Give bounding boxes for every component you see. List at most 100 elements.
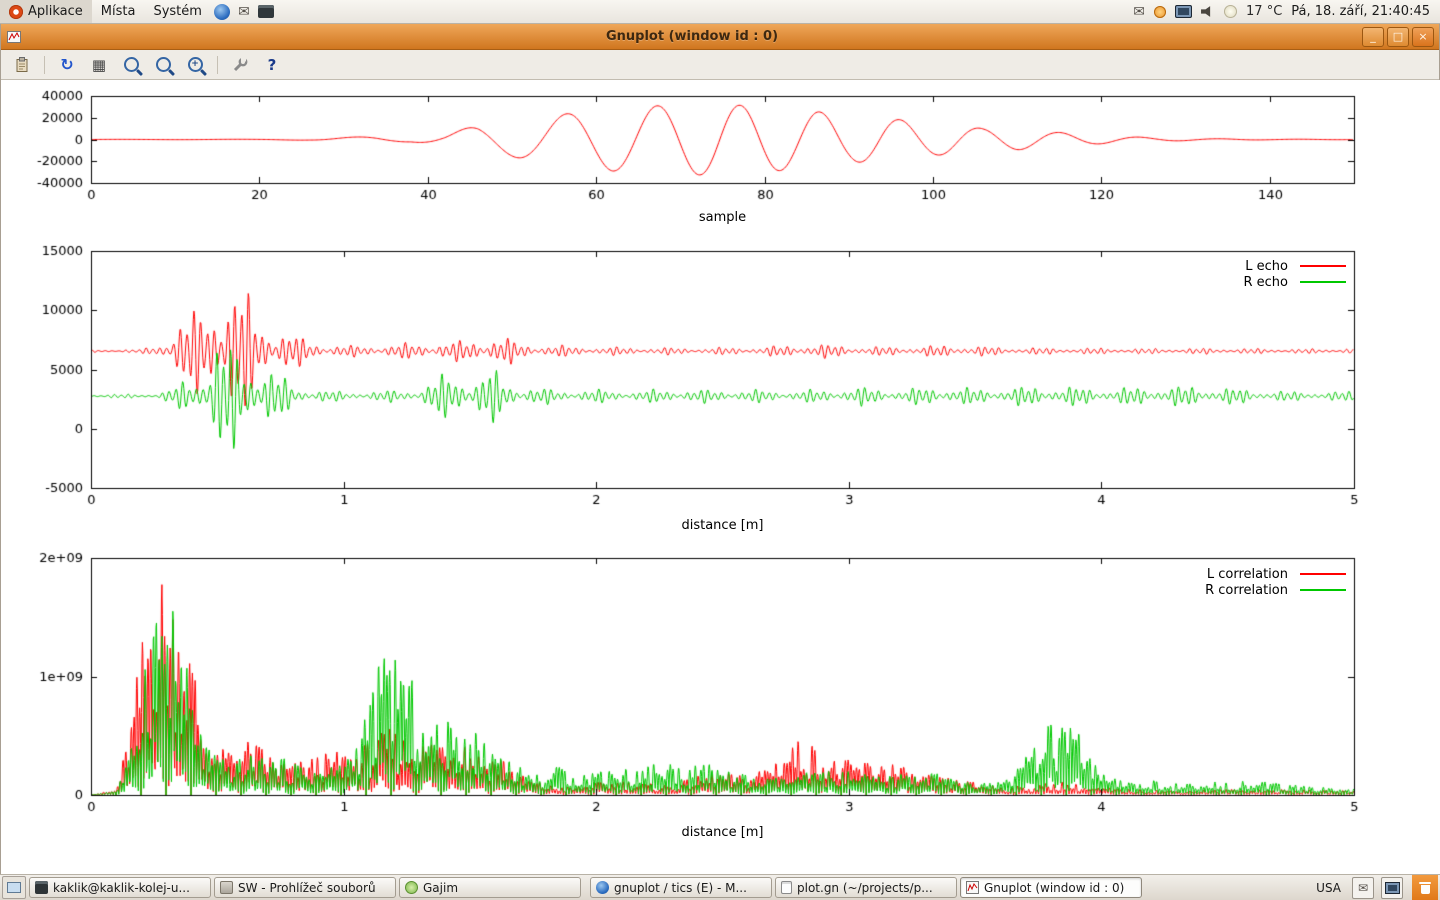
magnifier-plus-icon: +	[187, 57, 203, 72]
clipboard-icon	[16, 56, 28, 72]
titlebar[interactable]: Gnuplot (window id : 0) _ □ ×	[1, 24, 1439, 50]
wrench-icon	[233, 56, 248, 71]
gnuplot-toolbar: ↻ ▦ + ?	[1, 50, 1439, 80]
tray-mail-icon[interactable]: ✉	[1133, 3, 1146, 20]
mail-icon: ✉	[238, 3, 250, 20]
task-label: plot.gn (~/projects/p...	[797, 880, 933, 895]
legend-line-sample	[1300, 589, 1346, 591]
clock[interactable]: Pá, 18. září, 21:40:45	[1291, 4, 1430, 19]
display-icon	[1384, 881, 1400, 894]
file-manager-icon	[220, 881, 233, 894]
close-icon: ×	[1418, 30, 1428, 43]
distro-logo-icon	[9, 4, 23, 19]
task-button-gnuplot[interactable]: Gnuplot (window id : 0)	[960, 877, 1142, 898]
legend-line-sample	[1300, 573, 1346, 575]
task-button-gajim[interactable]: Gajim	[399, 877, 581, 898]
grid-toggle-button[interactable]: ▦	[86, 53, 112, 77]
gnuplot-icon	[966, 881, 979, 894]
terminal-icon	[35, 881, 48, 894]
menu-applications[interactable]: Aplikace	[0, 0, 92, 23]
zoom-previous-button[interactable]	[150, 53, 176, 77]
bottom-panel: kaklik@kaklik-kolej-u... SW - Prohlížeč …	[0, 874, 1440, 900]
top-panel: Aplikace Místa Systém ✉ ✉ 17 °C Pá, 18. …	[0, 0, 1440, 24]
display-tray-icon[interactable]	[1175, 5, 1193, 18]
chart1-xlabel: sample	[698, 210, 747, 225]
close-button[interactable]: ×	[1412, 26, 1434, 47]
chart3-legend: L correlation R correlation	[1205, 566, 1346, 598]
configure-button[interactable]	[227, 53, 253, 77]
firefox-launcher-icon[interactable]	[211, 0, 233, 23]
mail-launcher-icon[interactable]: ✉	[233, 0, 255, 23]
weather-icon	[1224, 5, 1238, 18]
legend-line-sample	[1300, 265, 1346, 267]
chart-echo-block: L echo R echo distance [m]	[1, 230, 1440, 540]
legend-label-l-correlation: L correlation	[1206, 566, 1288, 582]
chart3-xlabel: distance [m]	[681, 825, 764, 840]
mail-icon: ✉	[1357, 880, 1369, 895]
tray-display-button[interactable]	[1381, 876, 1403, 899]
task-button-terminal[interactable]: kaklik@kaklik-kolej-u...	[29, 877, 211, 898]
legend-entry: L correlation	[1205, 566, 1346, 582]
toolbar-separator	[217, 55, 218, 74]
trash-applet[interactable]	[1412, 874, 1438, 900]
menu-applications-label: Aplikace	[28, 4, 83, 19]
copy-to-clipboard-button[interactable]	[9, 53, 35, 77]
legend-label-l-echo: L echo	[1245, 258, 1288, 274]
replot-icon: ↻	[60, 55, 74, 74]
task-button-editor[interactable]: plot.gn (~/projects/p...	[775, 877, 957, 898]
chart-correlation-canvas[interactable]	[1, 540, 1440, 874]
chart-sample-block: sample	[1, 80, 1440, 230]
help-icon: ?	[267, 55, 277, 74]
window-title: Gnuplot (window id : 0)	[605, 29, 779, 44]
task-label: gnuplot / tics (E) - M...	[614, 880, 747, 895]
minimize-button[interactable]: _	[1362, 26, 1384, 47]
show-desktop-button[interactable]	[2, 876, 26, 899]
gajim-icon	[405, 881, 418, 894]
task-button-file-manager[interactable]: SW - Prohlížeč souborů	[214, 877, 396, 898]
update-notifier-icon[interactable]	[1154, 5, 1167, 18]
help-button[interactable]: ?	[259, 53, 285, 77]
window-icon	[7, 30, 21, 43]
task-label: Gnuplot (window id : 0)	[984, 880, 1125, 895]
terminal-icon	[257, 5, 274, 18]
desktop-icon	[7, 882, 21, 893]
task-label: Gajim	[423, 880, 459, 895]
maximize-button[interactable]: □	[1387, 26, 1409, 47]
replot-button[interactable]: ↻	[54, 53, 80, 77]
minimize-icon: _	[1370, 30, 1376, 43]
magnifier-previous-icon	[155, 57, 171, 72]
toolbar-separator	[44, 55, 45, 74]
chart-correlation-block: L correlation R correlation distance [m]	[1, 540, 1440, 874]
tray-mail-button[interactable]: ✉	[1352, 876, 1374, 899]
panel-tray: ✉ 17 °C Pá, 18. září, 21:40:45	[1133, 0, 1440, 23]
chart-echo-canvas[interactable]	[1, 230, 1440, 540]
legend-entry: L echo	[1243, 258, 1346, 274]
gnuplot-window: Gnuplot (window id : 0) _ □ × ↻ ▦ + ?	[0, 24, 1440, 874]
zoom-next-button[interactable]: +	[182, 53, 208, 77]
maximize-icon: □	[1392, 30, 1404, 43]
chart2-legend: L echo R echo	[1243, 258, 1346, 290]
chart-sample-canvas[interactable]	[1, 80, 1440, 230]
taskbar-tray: USA ✉	[1312, 874, 1438, 900]
task-label: kaklik@kaklik-kolej-u...	[53, 880, 190, 895]
zoom-region-button[interactable]	[118, 53, 144, 77]
window-controls: _ □ ×	[1362, 26, 1434, 47]
plot-area: sample L echo R echo distance [m]	[1, 80, 1440, 874]
menu-system-label: Systém	[153, 4, 202, 19]
menu-system[interactable]: Systém	[144, 0, 210, 23]
menu-places-label: Místa	[100, 4, 136, 19]
task-button-browser[interactable]: gnuplot / tics (E) - M...	[590, 877, 772, 898]
legend-line-sample	[1300, 281, 1346, 283]
menu-places[interactable]: Místa	[92, 0, 145, 23]
legend-entry: R correlation	[1205, 582, 1346, 598]
task-label: SW - Prohlížeč souborů	[238, 880, 376, 895]
temperature-label: 17 °C	[1246, 4, 1283, 19]
legend-label-r-correlation: R correlation	[1205, 582, 1288, 598]
keyboard-layout-indicator[interactable]: USA	[1316, 880, 1341, 895]
terminal-launcher-icon[interactable]	[255, 0, 277, 23]
volume-icon[interactable]	[1201, 6, 1211, 17]
grid-icon: ▦	[91, 55, 107, 74]
chart2-xlabel: distance [m]	[681, 518, 764, 533]
magnifier-icon	[123, 57, 139, 72]
